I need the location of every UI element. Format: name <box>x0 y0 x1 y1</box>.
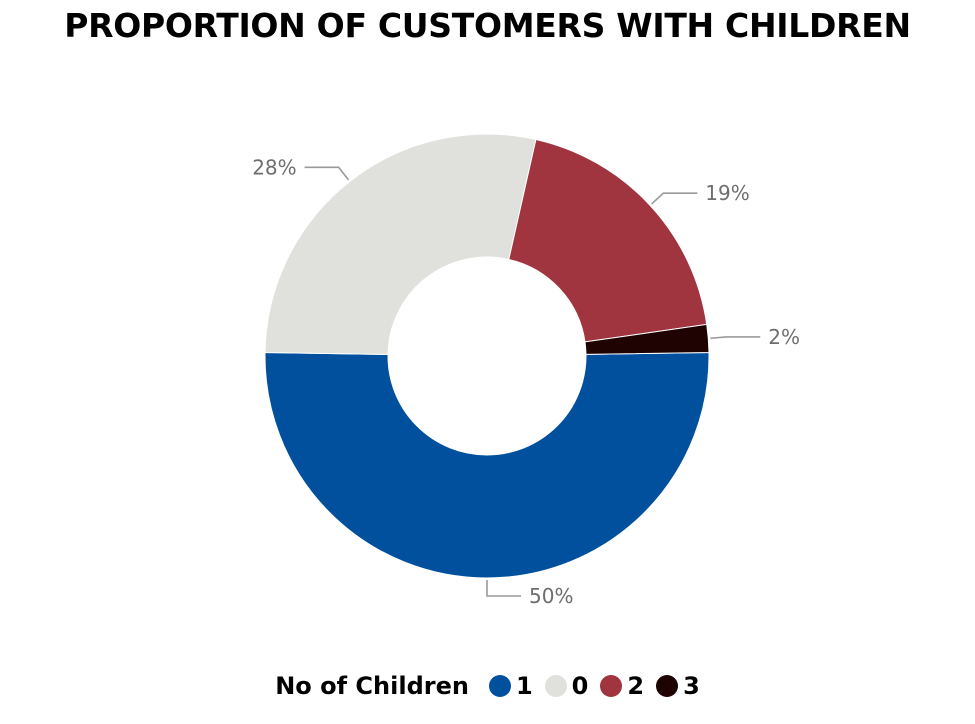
donut-slice-3[interactable] <box>584 323 710 355</box>
legend-items: 1 0 2 3 <box>488 672 700 700</box>
donut-slices <box>264 133 710 579</box>
legend-item-2[interactable]: 2 <box>600 672 644 700</box>
chart-title: PROPORTION OF CUSTOMERS WITH CHILDREN <box>64 6 911 45</box>
leader-line-2 <box>651 192 698 205</box>
legend-label-0: 0 <box>571 672 589 700</box>
legend-item-0[interactable]: 0 <box>544 672 589 700</box>
legend-title: No of Children <box>275 672 469 700</box>
legend-label-3: 3 <box>683 672 700 700</box>
slice-labels: 50% 28% 19% 2% <box>252 155 800 608</box>
legend-swatch-1 <box>488 675 511 697</box>
leader-line-1 <box>486 580 521 597</box>
leader-line-0 <box>304 166 350 181</box>
legend-label-2: 2 <box>627 672 645 700</box>
legend-item-3[interactable]: 3 <box>656 672 700 700</box>
data-label-2: 19% <box>705 181 749 205</box>
donut-slice-0[interactable] <box>264 133 537 355</box>
donut-chart: 50% 28% 19% 2% <box>252 133 800 608</box>
legend-label-1: 1 <box>515 672 533 700</box>
data-label-0: 28% <box>252 155 296 179</box>
legend-swatch-2 <box>600 675 623 697</box>
donut-slice-2[interactable] <box>508 138 708 343</box>
chart-legend: No of Children 1 0 2 3 <box>0 664 975 708</box>
leader-line-3 <box>710 336 761 340</box>
legend-swatch-0 <box>544 675 567 697</box>
donut-slice-1[interactable] <box>264 351 710 579</box>
data-label-1: 50% <box>529 584 573 608</box>
legend-item-1[interactable]: 1 <box>488 672 533 700</box>
legend-swatch-3 <box>656 675 679 697</box>
data-label-3: 2% <box>768 325 800 349</box>
